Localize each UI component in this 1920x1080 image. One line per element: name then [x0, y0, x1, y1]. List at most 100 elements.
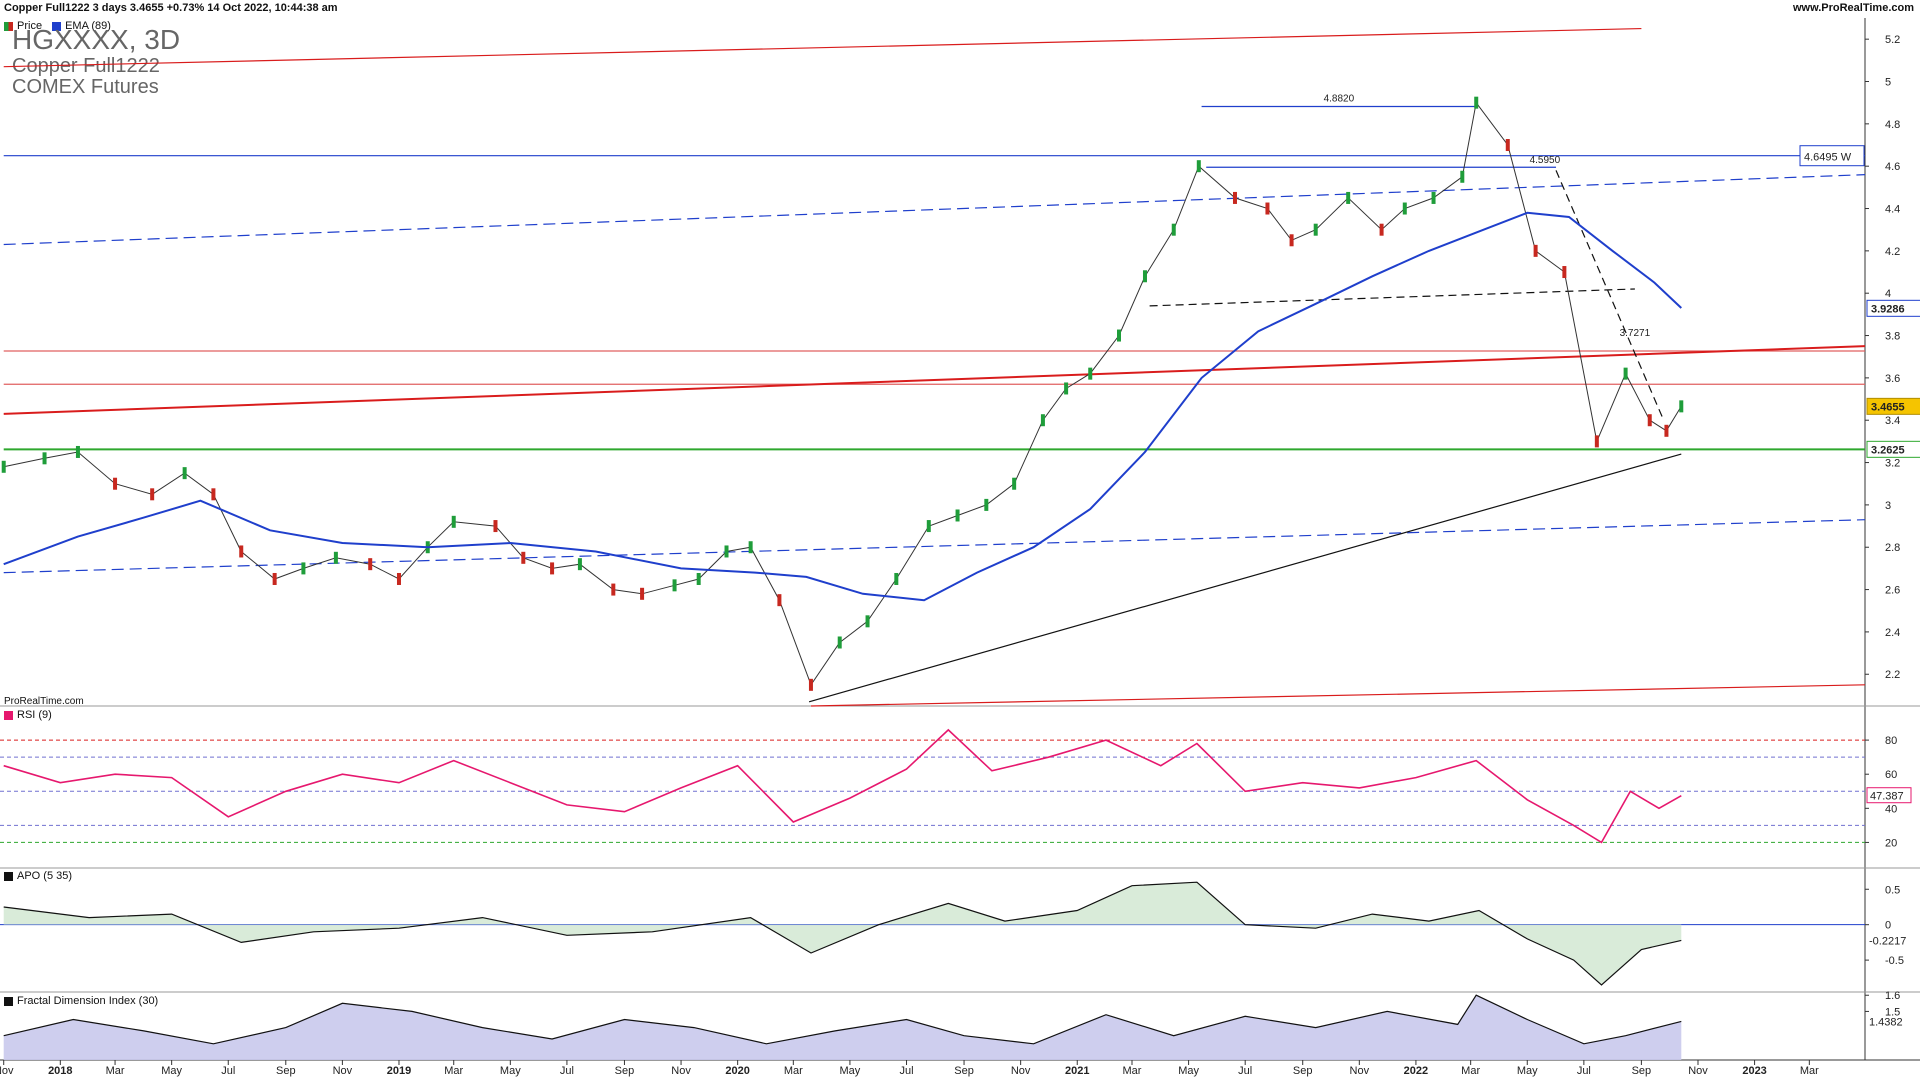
price-candle	[1562, 266, 1567, 279]
ema-legend-label: EMA (89)	[65, 20, 111, 32]
price-candle	[640, 587, 645, 600]
x-tick-label: Jul	[1238, 1065, 1252, 1077]
x-tick-label: May	[1517, 1065, 1538, 1077]
upper-red-channel	[3, 27, 1642, 68]
price-candle	[1117, 329, 1121, 342]
price-y-tick-label: 3.4	[1885, 415, 1900, 427]
site-url[interactable]: www.ProRealTime.com	[1792, 2, 1914, 14]
annotation-4-8820: 4.8820	[1324, 93, 1355, 104]
x-tick-label: Nov	[1350, 1065, 1370, 1077]
support-value-label-box	[1866, 440, 1920, 458]
upper-blue-dashed	[3, 174, 1866, 246]
price-candle	[1679, 400, 1684, 413]
price-candle	[955, 509, 960, 522]
annotation-3-7271: 3.7271	[1620, 328, 1651, 339]
black-dashed-neck	[1149, 288, 1635, 307]
rsi-y-tick-label: 60	[1885, 769, 1897, 781]
price-candle	[1346, 191, 1351, 204]
price-candle	[1040, 414, 1045, 427]
price-candle	[1431, 191, 1436, 204]
price-legend-label: Price	[17, 20, 43, 32]
price-candle	[1505, 139, 1510, 152]
x-tick-label: Sep	[954, 1065, 974, 1077]
x-tick-label: Sep	[276, 1065, 296, 1077]
x-tick-label: Sep	[615, 1065, 635, 1077]
price-candle	[1196, 160, 1201, 173]
price-candle	[1647, 414, 1652, 427]
fdi-value-label: 1.4382	[1869, 1016, 1903, 1028]
x-tick-label: Jul	[221, 1065, 235, 1077]
apo-title: APO (5 35)	[17, 870, 73, 882]
apo-legend: APO (5 35)	[4, 870, 72, 882]
price-candle	[1474, 96, 1479, 109]
watermark-name: Copper Full1222	[12, 55, 160, 77]
price-y-tick-label: 3	[1885, 500, 1891, 512]
fdi-title: Fractal Dimension Index (30)	[17, 995, 159, 1007]
price-y-tick-label: 2.8	[1885, 542, 1900, 554]
x-tick-label: May	[500, 1065, 521, 1077]
price-candle	[1289, 234, 1294, 247]
price-candle	[611, 583, 616, 596]
ema-89-line	[3, 211, 1682, 602]
price-y-tick-label: 4.8	[1885, 119, 1900, 131]
rsi-y-tick-label: 20	[1885, 837, 1897, 849]
x-tick-label: May	[840, 1065, 861, 1077]
x-tick-label: 2018	[48, 1065, 72, 1077]
price-y-tick-label: 5.2	[1885, 34, 1900, 46]
price-candle	[1533, 244, 1538, 257]
rsi-legend: RSI (9)	[4, 709, 52, 721]
footer-brand: ProRealTime.com	[4, 696, 84, 707]
price-y-tick-label: 4	[1885, 288, 1891, 300]
watermark-exchange: COMEX Futures	[12, 76, 159, 98]
x-tick-label: Jul	[1577, 1065, 1591, 1077]
price-candle	[368, 558, 373, 571]
price-candle	[75, 445, 80, 458]
x-tick-label: 2023	[1742, 1065, 1766, 1077]
black-support	[808, 453, 1682, 703]
mid-red-trend	[3, 345, 1866, 415]
price-y-tick-label: 3.2	[1885, 458, 1900, 470]
price-candle	[451, 515, 456, 528]
x-tick-label: 2019	[387, 1065, 411, 1077]
last-price-label: 3.4655	[1871, 401, 1905, 413]
x-tick-label: Jul	[560, 1065, 574, 1077]
x-tick-label: Sep	[1293, 1065, 1313, 1077]
price-candle	[777, 594, 782, 607]
price-candle	[521, 551, 526, 564]
price-y-tick-label: 3.6	[1885, 373, 1900, 385]
ema-value-label: 3.9286	[1871, 303, 1905, 315]
price-candle	[333, 551, 338, 564]
price-y-tick-label: 3.8	[1885, 331, 1900, 343]
price-candle	[42, 452, 47, 465]
price-candle	[113, 477, 118, 490]
x-tick-label: May	[1178, 1065, 1199, 1077]
rsi-title: RSI (9)	[17, 709, 52, 721]
price-y-tick-label: 2.6	[1885, 585, 1900, 597]
resistance-label: 4.6495 W	[1804, 152, 1852, 164]
rsi-y-tick-label: 40	[1885, 803, 1897, 815]
annotation-4-5950: 4.5950	[1530, 155, 1561, 166]
x-tick-label: 2022	[1404, 1065, 1428, 1077]
price-candle	[1313, 223, 1318, 236]
fdi-swatch-icon	[4, 996, 13, 1006]
price-candle	[1623, 367, 1628, 380]
price-candle	[696, 572, 701, 585]
price-candle	[1664, 424, 1669, 437]
x-tick-label: 2020	[725, 1065, 749, 1077]
price-candle	[577, 558, 582, 571]
price-candle	[493, 520, 498, 533]
price-candle	[1402, 202, 1407, 215]
price-candle	[672, 579, 677, 592]
price-candle	[837, 636, 842, 649]
price-y-tick-label: 2.2	[1885, 669, 1900, 681]
price-swatch-icon	[4, 21, 13, 31]
x-tick-label: Nov	[333, 1065, 353, 1077]
price-candle	[865, 615, 870, 628]
x-tick-label: Nov	[1688, 1065, 1708, 1077]
price-candle	[1265, 202, 1270, 215]
price-y-tick-label: 4.4	[1885, 204, 1900, 216]
x-tick-label: Mar	[444, 1065, 463, 1077]
rsi-value-box	[1866, 787, 1912, 804]
apo-y-tick-label: 0.5	[1885, 884, 1900, 896]
